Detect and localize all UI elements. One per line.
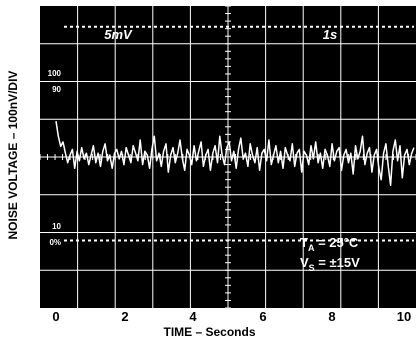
x-tick-label: 0 [52,309,59,324]
inside-label-0pct: 0% [49,238,61,247]
y-axis-label: NOISE VOLTAGE – 100nV/DIV [6,70,20,240]
noise-trace [55,120,415,187]
condition-temperature: TA = 25°C [300,235,359,253]
condition-supply: VS = ±15V [300,255,360,273]
x-axis-label: TIME – Seconds [163,325,256,339]
x-tick-label: 4 [189,309,197,324]
x-tick-labels: 0 2 4 6 8 10 [52,309,411,324]
scale-label-volts: 5mV [104,27,133,42]
inside-label-100: 100 [48,69,62,78]
x-tick-label: 6 [259,309,266,324]
x-tick-label: 8 [328,309,335,324]
inside-label-90: 90 [52,85,61,94]
x-tick-label: 2 [121,309,128,324]
scale-label-time: 1s [323,27,337,42]
inside-label-10: 10 [52,222,61,231]
x-tick-label: 10 [397,309,411,324]
reference-lines [64,25,414,242]
